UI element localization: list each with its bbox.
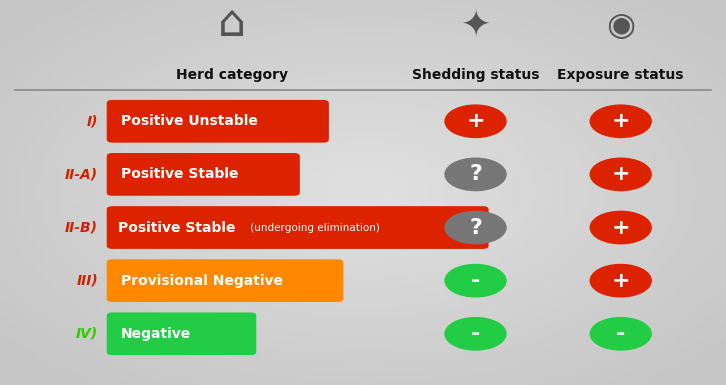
- Circle shape: [445, 264, 506, 297]
- Circle shape: [445, 105, 506, 137]
- Text: Negative: Negative: [121, 327, 192, 341]
- Text: Positive Stable: Positive Stable: [121, 167, 239, 181]
- Text: I): I): [86, 114, 98, 128]
- FancyBboxPatch shape: [107, 153, 300, 196]
- Circle shape: [445, 318, 506, 350]
- FancyBboxPatch shape: [107, 313, 256, 355]
- Text: Shedding status: Shedding status: [412, 68, 539, 82]
- FancyBboxPatch shape: [107, 100, 329, 142]
- Text: +: +: [466, 111, 485, 131]
- Text: ?: ?: [469, 164, 482, 184]
- Text: III): III): [76, 274, 98, 288]
- Text: Herd category: Herd category: [176, 68, 288, 82]
- Circle shape: [445, 211, 506, 244]
- Circle shape: [590, 211, 651, 244]
- Text: +: +: [611, 218, 630, 238]
- Circle shape: [590, 158, 651, 191]
- Text: -: -: [471, 324, 480, 344]
- Text: ◉: ◉: [606, 8, 635, 42]
- Text: II-A): II-A): [65, 167, 98, 181]
- Text: II-B): II-B): [65, 221, 98, 234]
- FancyBboxPatch shape: [107, 206, 489, 249]
- Text: Provisional Negative: Provisional Negative: [121, 274, 283, 288]
- Text: IV): IV): [76, 327, 98, 341]
- Text: Positive Unstable: Positive Unstable: [121, 114, 258, 128]
- Text: +: +: [611, 111, 630, 131]
- Circle shape: [590, 105, 651, 137]
- Text: ⌂: ⌂: [219, 2, 246, 45]
- Text: (undergoing elimination): (undergoing elimination): [248, 223, 380, 233]
- Circle shape: [590, 264, 651, 297]
- Text: +: +: [611, 271, 630, 291]
- Text: -: -: [616, 324, 625, 344]
- FancyBboxPatch shape: [107, 259, 343, 302]
- Text: Exposure status: Exposure status: [558, 68, 684, 82]
- Circle shape: [590, 318, 651, 350]
- Text: ?: ?: [469, 218, 482, 238]
- Circle shape: [445, 158, 506, 191]
- Text: ✦: ✦: [460, 8, 491, 42]
- Text: +: +: [611, 164, 630, 184]
- Text: Positive Stable: Positive Stable: [118, 221, 236, 234]
- Text: -: -: [471, 271, 480, 291]
